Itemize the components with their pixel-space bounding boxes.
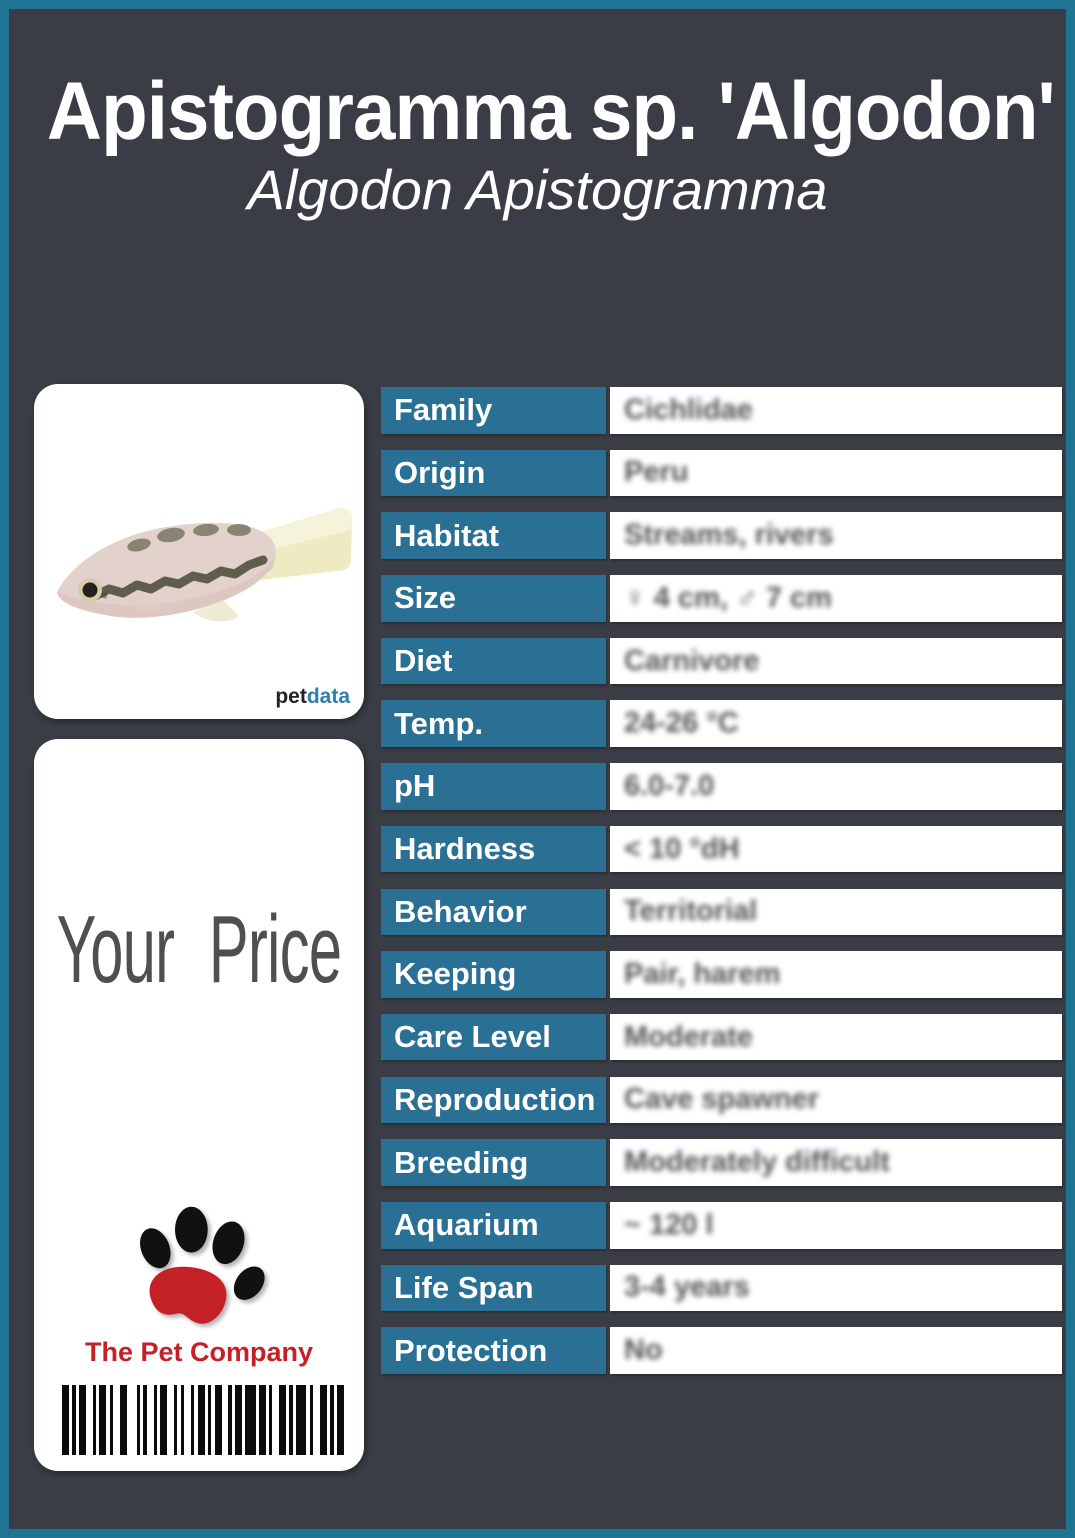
table-row: Diet Carnivore: [381, 637, 1062, 685]
row-value: Moderately difficult: [610, 1139, 1062, 1186]
company-name: The Pet Company: [84, 1337, 314, 1367]
table-row: Hardness < 10 °dH: [381, 825, 1062, 873]
row-label: Aquarium: [381, 1201, 606, 1249]
row-label: Habitat: [381, 512, 606, 559]
petdata-logo: petdata: [275, 685, 350, 709]
row-label: Breeding: [381, 1139, 606, 1186]
row-value: 3-4 years: [610, 1264, 1062, 1312]
table-row: Temp. 24-26 °C: [381, 700, 1062, 748]
price-label: Your Price: [56, 896, 342, 1003]
row-value: Territorial: [610, 888, 1062, 936]
row-label: Life Span: [381, 1264, 606, 1312]
table-row: Family Cichlidae: [381, 387, 1062, 434]
petdata-logo-pet: pet: [275, 685, 307, 708]
row-value: Moderate: [610, 1013, 1062, 1061]
table-row: Care Level Moderate: [381, 1013, 1062, 1061]
row-value: Cichlidae: [610, 387, 1062, 434]
row-label: Hardness: [381, 825, 606, 873]
info-table: Family Cichlidae Origin Peru Habitat Streams,…: [381, 387, 1062, 1374]
row-label: Size: [381, 575, 606, 622]
paw-logo: [140, 1206, 265, 1324]
row-label: Family: [381, 387, 606, 434]
row-label: Behavior: [381, 888, 606, 936]
row-label: Temp.: [381, 700, 606, 748]
row-value: Peru: [610, 449, 1062, 497]
table-row: Breeding Moderately difficult: [381, 1139, 1062, 1186]
fish-photo-card: petdata: [34, 384, 364, 719]
row-value: Carnivore: [610, 637, 1062, 685]
table-row: pH 6.0-7.0: [381, 763, 1062, 810]
page-title: Apistogramma sp. 'Algodon': [46, 66, 1056, 157]
row-value: Cave spawner: [610, 1076, 1062, 1124]
header: Apistogramma sp. 'Algodon' Algodon Apist…: [9, 9, 1066, 221]
price-card: Your Price The Pet Company: [34, 739, 364, 1471]
table-row: Protection No: [381, 1327, 1062, 1374]
table-row: Habitat Streams, rivers: [381, 512, 1062, 559]
table-row: Behavior Territorial: [381, 888, 1062, 936]
petdata-logo-data: data: [306, 685, 350, 708]
row-label: pH: [381, 763, 606, 810]
row-value: ♀ 4 cm, ♂ 7 cm: [610, 575, 1062, 622]
page-subtitle: Algodon Apistogramma: [247, 158, 828, 222]
table-row: Reproduction Cave spawner: [381, 1076, 1062, 1124]
row-value: ~ 120 l: [610, 1201, 1062, 1249]
row-value: < 10 °dH: [610, 825, 1062, 873]
table-row: Aquarium ~ 120 l: [381, 1201, 1062, 1249]
table-row: Keeping Pair, harem: [381, 951, 1062, 998]
table-row: Size ♀ 4 cm, ♂ 7 cm: [381, 575, 1062, 622]
fish-photo: [57, 507, 352, 622]
row-label: Protection: [381, 1327, 606, 1374]
table-row: Life Span 3-4 years: [381, 1264, 1062, 1312]
row-label: Diet: [381, 637, 606, 685]
row-label: Origin: [381, 449, 606, 497]
row-value: 24-26 °C: [610, 700, 1062, 748]
row-value: Streams, rivers: [610, 512, 1062, 559]
table-row: Origin Peru: [381, 449, 1062, 497]
barcode: [62, 1385, 344, 1455]
row-value: No: [610, 1327, 1062, 1374]
row-value: 6.0-7.0: [610, 763, 1062, 810]
row-label: Care Level: [381, 1013, 606, 1061]
row-label: Reproduction: [381, 1076, 606, 1124]
row-label: Keeping: [381, 951, 606, 998]
row-value: Pair, harem: [610, 951, 1062, 998]
